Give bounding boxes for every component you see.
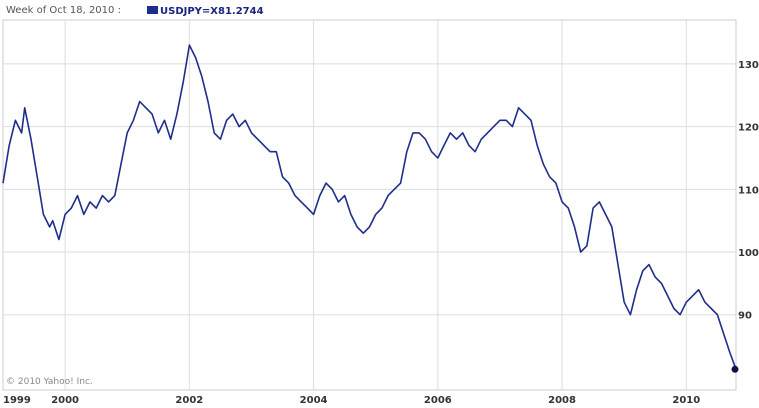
- x-tick-label: 2008: [548, 395, 576, 406]
- legend-swatch: [147, 6, 158, 14]
- x-tick-label: 2010: [672, 395, 700, 406]
- x-tick-label: 2002: [175, 395, 203, 406]
- y-tick-label: 90: [738, 311, 752, 322]
- y-tick-label: 120: [738, 123, 759, 134]
- x-tick-label: 2000: [51, 395, 79, 406]
- series-line-usdjpy: [2, 44, 737, 370]
- y-tick-label: 100: [738, 248, 759, 259]
- x-axis: 1999 2000 2002 2004 2006 2008 2010: [3, 395, 700, 406]
- legend-symbol: USDJPY=X: [160, 6, 218, 17]
- x-tick-label: 2004: [300, 395, 328, 406]
- last-point-marker: [731, 365, 739, 373]
- period-label: Week of Oct 18, 2010 :: [6, 5, 121, 16]
- legend-last-value: 81.2744: [218, 6, 264, 17]
- x-tick-label: 1999: [3, 395, 31, 406]
- y-tick-label: 110: [738, 185, 759, 196]
- plot-frame: [2, 19, 737, 391]
- grid: [3, 20, 736, 390]
- x-tick-label: 2006: [424, 395, 452, 406]
- copyright: © 2010 Yahoo! Inc.: [6, 377, 93, 387]
- y-tick-label: 130: [738, 60, 759, 71]
- y-axis: 90 100 110 120 130: [738, 60, 759, 322]
